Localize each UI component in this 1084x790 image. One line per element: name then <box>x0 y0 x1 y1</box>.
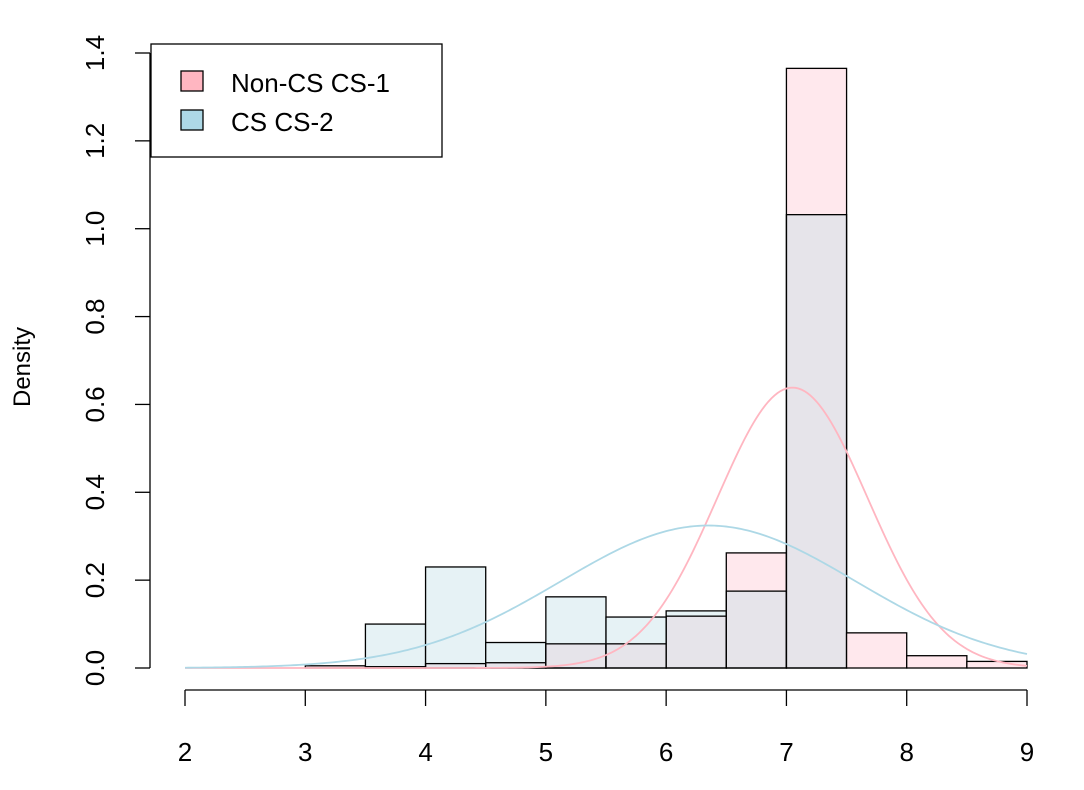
bar-overlap-7 <box>726 591 787 668</box>
legend-box <box>150 43 443 158</box>
bar-bin-6 <box>665 610 727 669</box>
bar-excess-9 <box>846 632 907 668</box>
bar-overlap-5 <box>606 643 667 668</box>
bar-bin-8 <box>785 67 848 669</box>
legend-label-cs: CS CS-2 <box>231 107 334 137</box>
density-curves <box>184 386 1028 669</box>
legend-swatch-non-cs <box>180 70 204 92</box>
bar-overlap-2 <box>425 663 486 668</box>
y-axis-label: Density <box>9 327 36 407</box>
y-tick-label-1: 0.2 <box>80 562 110 598</box>
y-tick-label-4: 0.8 <box>80 298 110 334</box>
bar-overlap-8 <box>786 214 847 668</box>
bar-excess-3 <box>485 642 546 663</box>
y-tick-label-5: 1.0 <box>80 211 110 247</box>
y-tick-label-7: 1.4 <box>80 35 110 71</box>
bar-bin-9 <box>845 632 908 669</box>
y-tick-label-3: 0.6 <box>80 386 110 422</box>
legend-swatch-cs <box>180 109 204 131</box>
bar-cs-8 <box>785 214 848 669</box>
x-tick-label-7: 9 <box>1020 737 1034 767</box>
x-tick-label-1: 3 <box>298 737 312 767</box>
bar-overlap-6 <box>666 616 727 668</box>
bar-bin-1 <box>364 623 427 669</box>
bar-excess-11 <box>966 661 1027 668</box>
bar-bin-2 <box>424 566 487 669</box>
x-tick-label-3: 5 <box>539 737 553 767</box>
bar-excess-5 <box>606 617 667 644</box>
x-tick-label-6: 8 <box>899 737 913 767</box>
density-curve-0 <box>185 386 1028 669</box>
legend-label-non-cs: Non-CS CS-1 <box>231 68 390 98</box>
bar-bin-5 <box>605 616 667 669</box>
y-tick-label-0: 0.0 <box>80 650 110 686</box>
x-tick-label-4: 6 <box>659 737 673 767</box>
density-curve-1 <box>184 524 1028 669</box>
bar-excess-7 <box>726 552 787 592</box>
y-tick-label-6: 1.2 <box>80 123 110 159</box>
bar-bin-4 <box>545 596 607 669</box>
bar-excess-2 <box>425 566 486 664</box>
bar-excess-8 <box>786 68 847 215</box>
histogram-bars <box>304 67 1028 669</box>
bar-excess-6 <box>666 610 727 617</box>
x-tick-label-0: 2 <box>178 737 192 767</box>
bar-excess-10 <box>906 655 967 668</box>
x-axis: 2 3 4 5 6 7 8 9 <box>178 689 1034 767</box>
bar-excess-4 <box>545 596 606 644</box>
y-axis: 0.0 0.2 0.4 0.6 0.8 1.0 1.2 1.4 <box>80 35 151 686</box>
bar-overlap-3 <box>485 662 546 668</box>
x-tick-label-5: 7 <box>779 737 793 767</box>
bar-non-cs-9 <box>845 632 908 669</box>
y-tick-label-2: 0.4 <box>80 474 110 510</box>
x-tick-label-2: 4 <box>418 737 432 767</box>
bar-bin-3 <box>485 641 547 669</box>
bar-excess-0 <box>305 665 366 668</box>
bar-bin-7 <box>725 552 788 669</box>
bar-excess-1 <box>365 624 426 667</box>
bar-bin-10 <box>906 655 968 669</box>
legend: Non-CS CS-1 CS CS-2 <box>150 43 443 158</box>
